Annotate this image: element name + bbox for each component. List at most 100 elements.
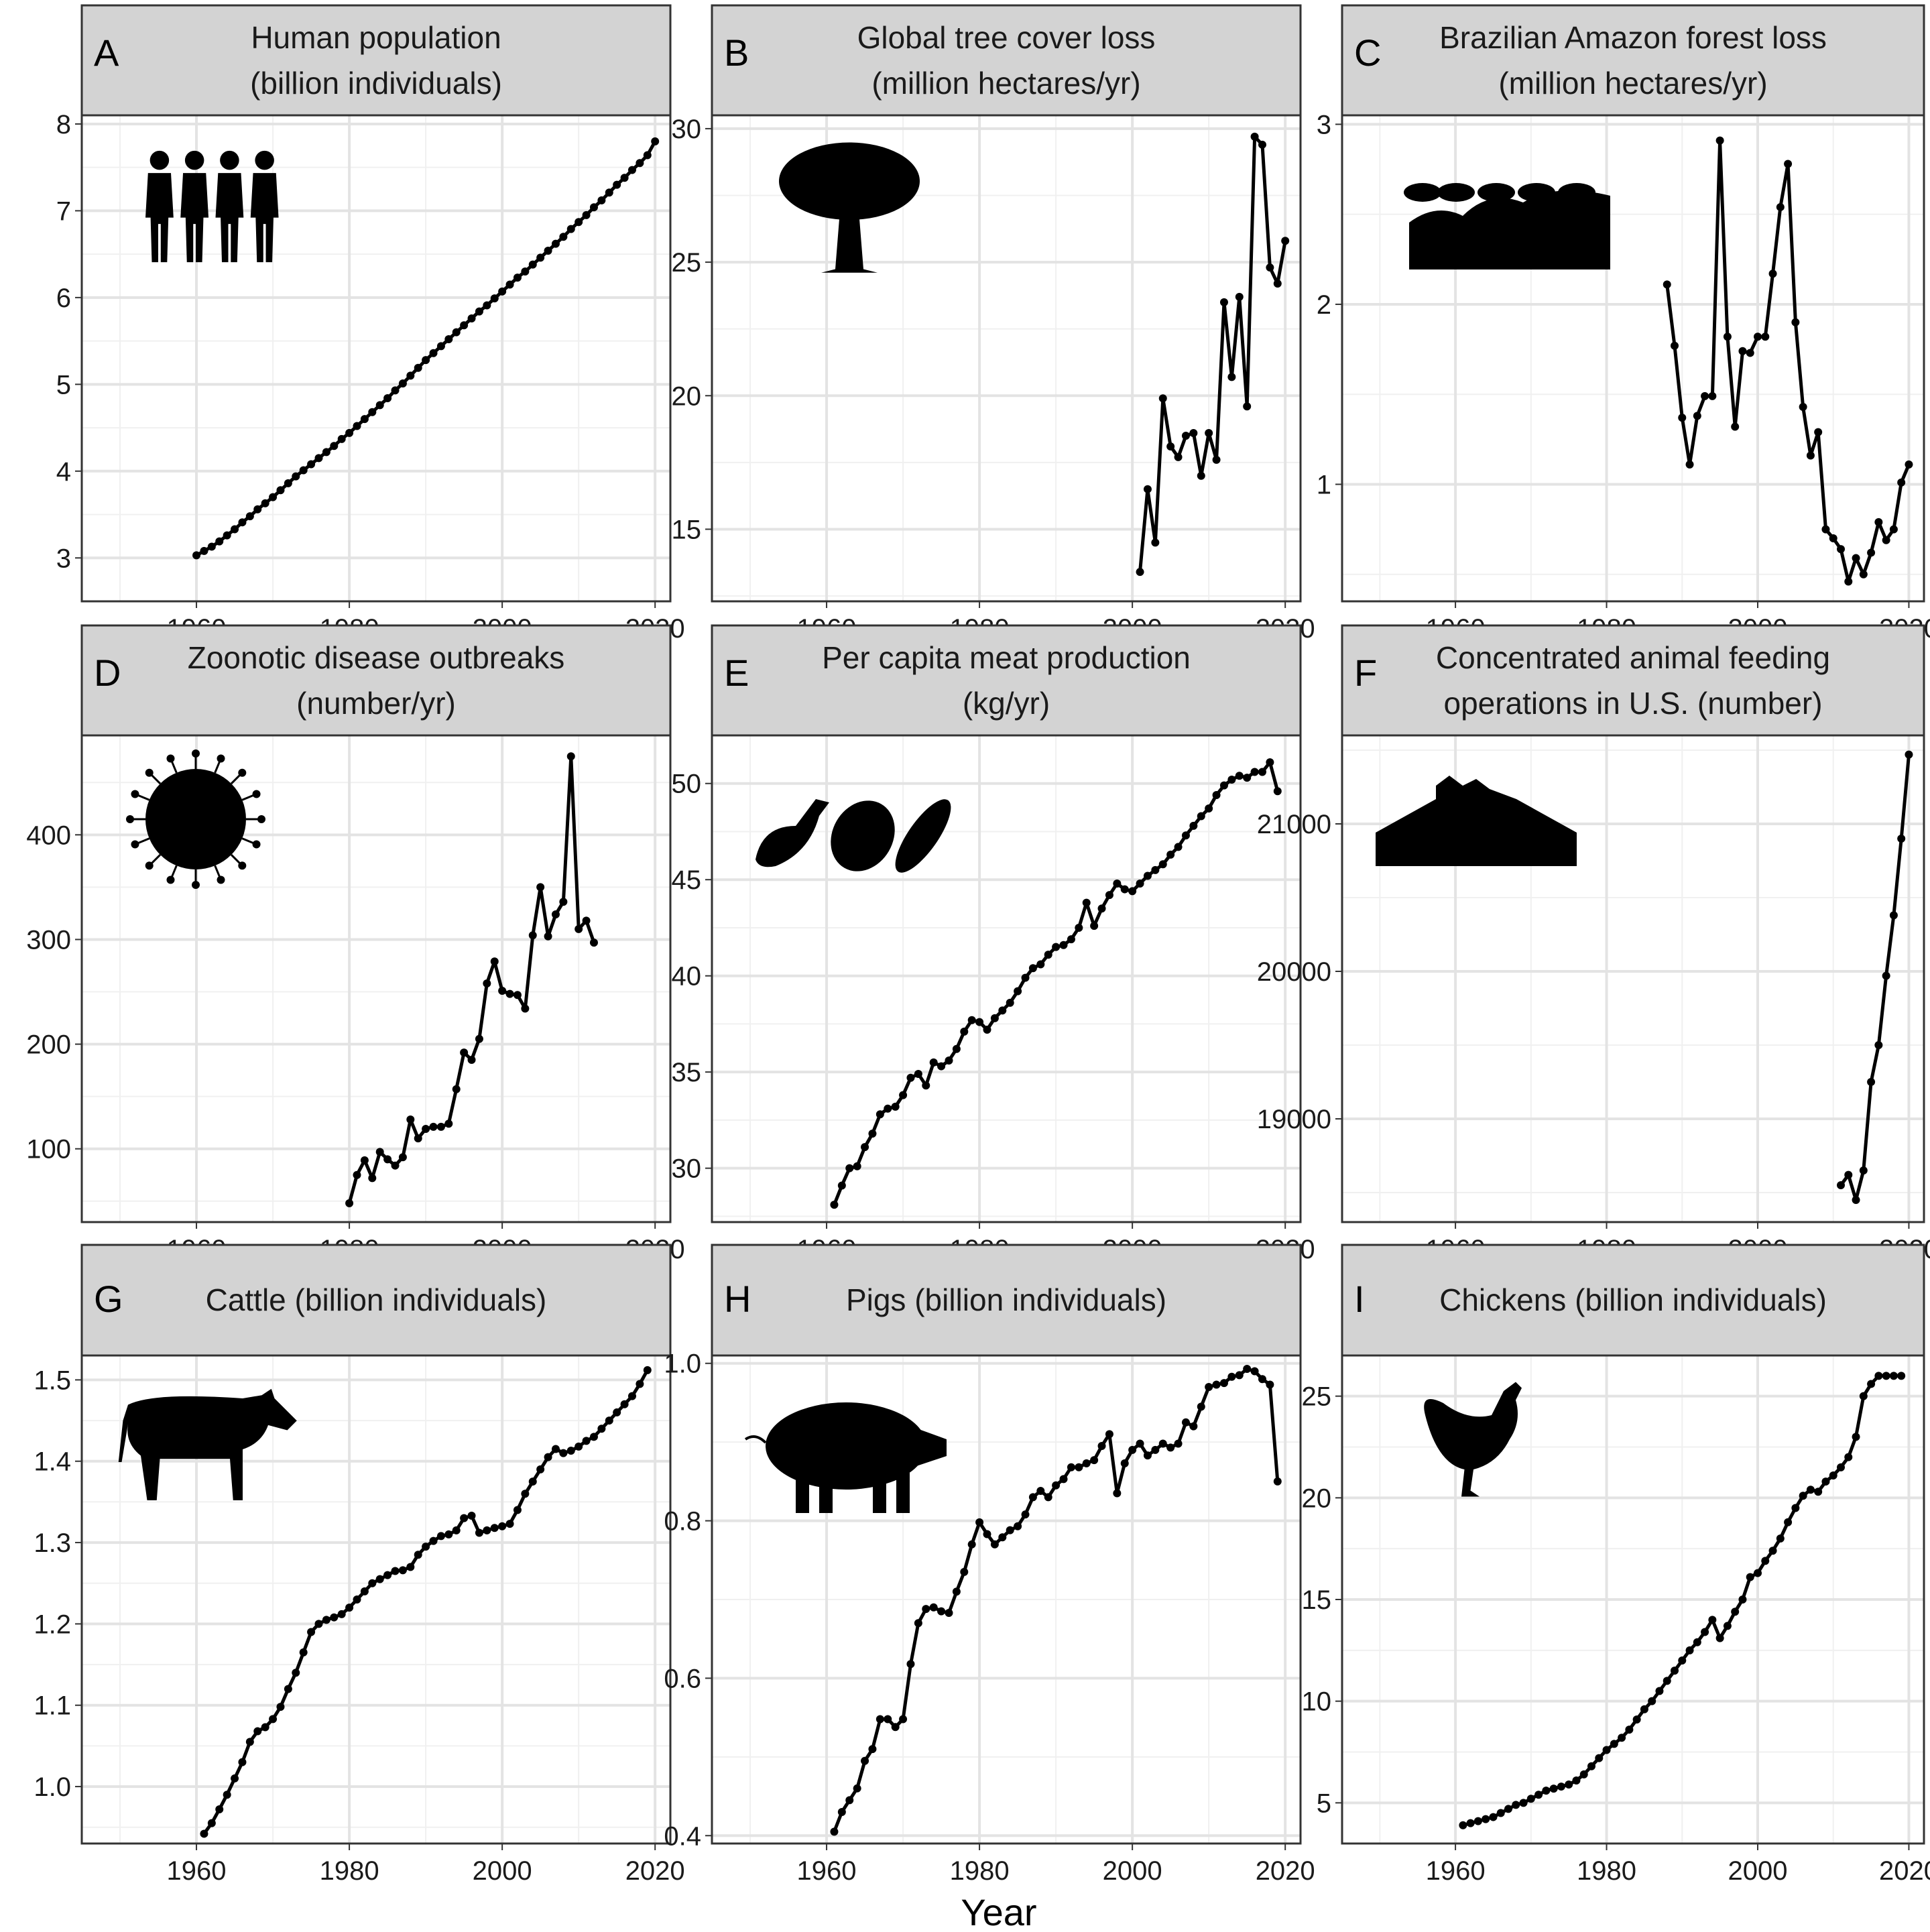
data-point: [1814, 428, 1823, 436]
data-point: [245, 1738, 254, 1746]
x-tick-label: 2020: [1256, 1856, 1315, 1886]
y-tick-label: 20: [1302, 1484, 1332, 1513]
panel-f: F Concentrated animal feeding operations i…: [1257, 624, 1930, 1264]
data-point: [1671, 1667, 1679, 1675]
data-point: [1882, 536, 1890, 544]
data-point: [1678, 414, 1687, 422]
data-point: [253, 1727, 262, 1736]
data-point: [536, 883, 545, 892]
data-point: [1059, 941, 1068, 949]
data-point: [483, 979, 491, 988]
y-tick-label: 40: [672, 962, 702, 991]
data-point: [467, 1512, 476, 1520]
data-point: [475, 1034, 483, 1043]
data-point: [406, 1115, 415, 1124]
data-point: [1852, 1196, 1860, 1204]
panel-letter: B: [724, 32, 749, 74]
data-point: [1754, 333, 1762, 341]
people-silhouettes-icon: [145, 150, 279, 263]
data-point: [1640, 1705, 1648, 1713]
data-point: [368, 408, 377, 416]
data-point: [444, 335, 453, 344]
data-point: [922, 1605, 930, 1614]
panel-title: Pigs (billion individuals): [846, 1282, 1166, 1317]
data-point: [1014, 987, 1022, 995]
y-tick-label: 25: [672, 248, 702, 278]
data-point: [1678, 1656, 1687, 1665]
data-point: [1151, 1445, 1160, 1454]
y-tick-label: 30: [672, 115, 702, 144]
data-point: [1075, 923, 1083, 932]
data-point: [521, 1490, 530, 1498]
data-point: [1151, 538, 1160, 547]
data-point: [1821, 525, 1830, 534]
data-point: [544, 1453, 552, 1461]
y-tick-label: 1.5: [34, 1366, 71, 1395]
y-tick-label: 100: [26, 1135, 71, 1164]
data-point: [261, 499, 269, 507]
data-point: [1105, 891, 1113, 900]
virus-icon: [126, 749, 265, 889]
data-point: [528, 931, 537, 940]
data-point: [575, 218, 583, 227]
data-point: [314, 454, 323, 463]
data-point: [307, 460, 316, 469]
panel-border: [1341, 114, 1925, 603]
data-point: [1243, 774, 1252, 782]
data-point: [1746, 349, 1754, 357]
data-point: [1158, 1439, 1167, 1448]
data-point: [360, 1587, 369, 1595]
data-point: [1844, 1170, 1853, 1179]
data-point: [589, 203, 598, 212]
data-point: [337, 434, 346, 443]
data-point: [1618, 1734, 1626, 1742]
data-point: [975, 1518, 984, 1526]
data-point: [1784, 160, 1793, 168]
data-point: [627, 166, 636, 174]
data-point: [383, 394, 392, 403]
data-point: [391, 1161, 400, 1170]
y-tick-label: 19000: [1257, 1105, 1331, 1134]
data-point: [1754, 1569, 1762, 1577]
data-point: [444, 1120, 453, 1128]
y-tick-label: 30: [672, 1154, 702, 1184]
data-point: [1021, 973, 1030, 982]
barn-icon: [1376, 776, 1577, 866]
data-point: [1776, 202, 1785, 211]
data-point: [861, 1756, 869, 1765]
data-point: [368, 1174, 377, 1183]
data-point: [1052, 943, 1061, 951]
data-point: [990, 1014, 999, 1022]
data-point: [1219, 781, 1228, 790]
x-tick-label: 1980: [1577, 1856, 1636, 1886]
data-point: [1829, 1471, 1837, 1480]
data-point: [575, 924, 583, 933]
data-point: [551, 910, 560, 918]
data-point: [1243, 402, 1252, 411]
data-point: [1036, 1486, 1045, 1495]
data-point: [330, 1613, 339, 1622]
panel-title: Chickens (billion individuals): [1439, 1282, 1827, 1317]
data-point: [1197, 812, 1205, 821]
data-point: [422, 1543, 430, 1551]
data-point: [521, 1004, 530, 1013]
panel-letter: I: [1354, 1278, 1365, 1320]
data-point: [1663, 280, 1671, 289]
y-tick-label: 20000: [1257, 957, 1331, 987]
data-point: [284, 1685, 292, 1693]
data-point: [1595, 1754, 1604, 1762]
y-tick-label: 300: [26, 925, 71, 955]
data-point: [605, 1416, 613, 1425]
data-point: [1905, 750, 1913, 759]
data-point: [299, 466, 308, 475]
data-point: [559, 1449, 568, 1457]
data-point: [498, 986, 507, 995]
data-point: [1235, 292, 1244, 301]
data-point: [1212, 790, 1221, 799]
x-tick-label: 2020: [625, 1856, 685, 1886]
data-point: [575, 1442, 583, 1451]
data-point: [460, 1514, 469, 1522]
data-point: [284, 479, 292, 487]
chicken-icon: [1424, 1382, 1522, 1497]
panel-title: Brazilian Amazon forest loss: [1439, 20, 1827, 55]
